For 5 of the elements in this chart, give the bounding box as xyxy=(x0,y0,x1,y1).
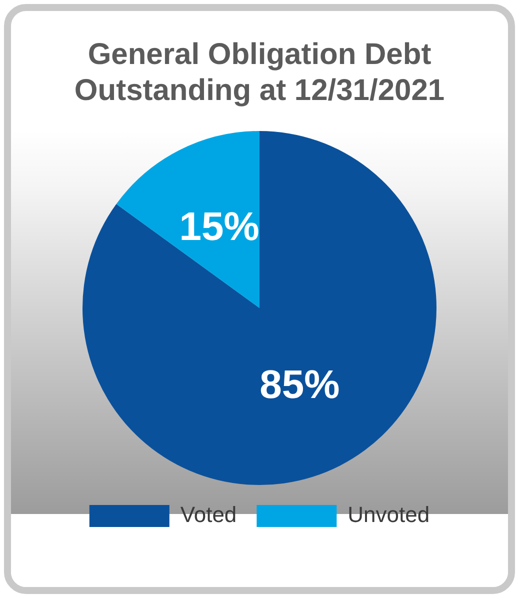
legend-label: Voted xyxy=(180,502,237,528)
data-label: 15% xyxy=(179,205,260,250)
legend-label: Unvoted xyxy=(348,502,430,528)
data-label: 85% xyxy=(260,362,340,407)
chart-title: General Obligation Debt Outstanding at 12/31/2021 xyxy=(73,37,446,109)
